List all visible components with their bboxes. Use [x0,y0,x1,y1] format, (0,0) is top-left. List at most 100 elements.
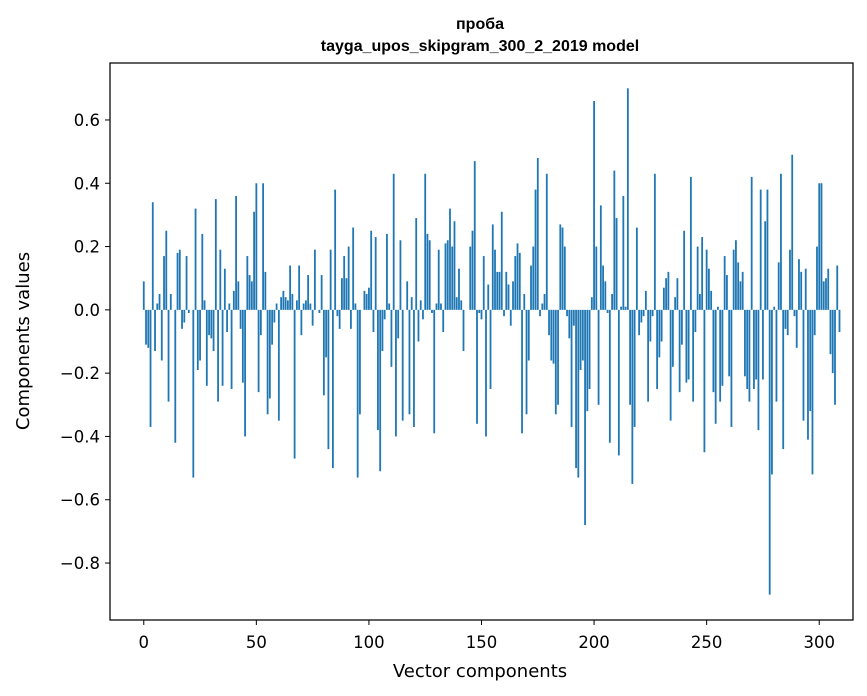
bar [572,309,575,326]
bar [554,309,557,415]
bar [451,246,454,310]
bar [212,309,215,351]
bar [694,309,697,332]
bar [579,309,582,370]
bar [386,233,388,310]
bar [685,309,688,383]
bar [332,309,334,469]
bar [721,309,724,386]
bar [286,300,289,310]
bar [327,309,330,450]
bar [311,309,314,326]
bar [363,290,366,310]
bar [392,173,395,310]
bar [647,309,650,402]
bar [530,265,532,310]
bar [476,309,478,424]
bar [773,306,776,310]
y-tick-label: 0.2 [74,238,100,257]
bar [192,309,195,478]
bar [183,309,186,323]
bar [232,290,235,310]
bar [658,309,661,358]
bar [142,281,145,310]
bar [397,309,400,339]
bar [726,275,728,310]
bar [300,309,303,336]
bar [807,309,809,440]
bar [410,297,413,310]
y-tick-label: 0.6 [74,111,100,130]
bar [575,309,577,469]
bar [408,309,411,415]
bar [816,246,818,310]
bar [804,268,807,310]
bar [208,309,210,336]
bar [248,275,251,310]
bar [719,309,722,402]
bar [608,309,611,443]
bar [662,287,665,310]
bar [354,303,357,310]
bar [653,173,656,310]
y-axis-ticks: 0.6 0.4 0.2 0.0 −0.2 −0.4 −0.6 −0.8 [60,111,110,573]
bar [370,230,373,310]
bar [244,309,246,437]
bar [255,183,258,310]
bar [536,157,539,310]
bar [818,183,821,310]
bar [624,306,627,310]
bar [631,309,634,484]
bar [509,309,512,326]
bar [165,230,168,310]
bar [746,309,749,389]
bar [597,309,600,405]
bar [343,256,346,310]
bar [602,265,604,310]
y-axis-label: Components values [13,252,34,430]
bar [651,309,654,317]
bar [309,303,312,310]
bar [735,240,737,310]
bar [347,246,350,310]
bar [298,265,301,310]
bar [338,309,341,329]
bar [440,303,442,310]
bar [680,309,683,345]
bar [196,309,199,370]
y-tick-label: 0.0 [74,301,100,320]
bar [771,309,773,475]
bar [705,249,708,310]
bar [638,309,641,336]
bar [516,243,519,310]
bar [489,309,492,389]
bar [626,88,629,310]
bar [802,309,805,421]
bar [795,309,798,348]
bar [160,309,163,361]
bar [757,309,760,431]
bar [766,189,769,310]
bar [230,309,233,389]
bar [739,281,742,310]
bar [782,309,785,450]
bar [359,309,361,415]
bar [581,309,584,361]
bar [838,309,841,332]
bar [395,309,397,437]
y-tick-label: −0.6 [60,491,100,510]
bar [413,309,415,427]
bar [570,309,573,427]
bar [615,218,618,310]
bar [469,246,472,310]
bar [149,309,152,427]
bar [541,303,544,310]
bar [750,176,753,310]
bar [334,189,337,310]
bar [545,173,548,310]
bar [424,173,427,310]
bar [755,309,758,380]
bar [422,309,424,320]
bar [717,306,719,310]
bar [550,309,553,361]
